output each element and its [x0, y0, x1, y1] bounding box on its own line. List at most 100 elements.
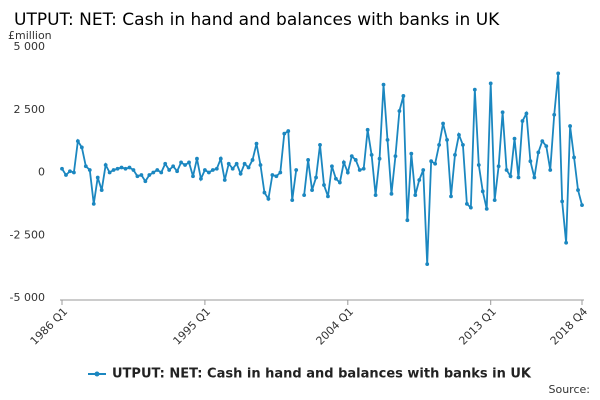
data-point: [306, 158, 311, 162]
data-point: [226, 161, 231, 166]
x-tick-label: 2004 Q1: [314, 305, 357, 348]
data-point: [433, 161, 438, 166]
data-point: [484, 206, 489, 211]
data-point: [167, 168, 172, 172]
data-point: [560, 199, 565, 204]
data-point: [322, 183, 326, 187]
series-line: [61, 129, 298, 205]
data-point: [357, 168, 362, 172]
data-point: [72, 170, 76, 175]
data-point: [199, 176, 203, 181]
data-point: [282, 131, 287, 136]
data-point: [270, 173, 275, 177]
x-tick-label: 1986 Q1: [28, 305, 71, 348]
data-point: [397, 109, 402, 113]
data-point: [179, 160, 183, 165]
data-point: [107, 170, 112, 175]
data-point: [171, 164, 176, 169]
data-point: [326, 194, 330, 199]
data-point: [294, 168, 299, 172]
data-point: [488, 81, 493, 86]
data-point: [524, 111, 529, 116]
data-point: [437, 142, 441, 147]
data-point: [127, 165, 132, 170]
data-point: [528, 159, 533, 164]
data-point: [258, 163, 263, 167]
data-point: [111, 168, 116, 172]
data-point: [222, 178, 227, 182]
data-point: [278, 170, 283, 175]
x-tick-label: 2013 Q1: [456, 305, 499, 348]
data-point: [361, 166, 366, 171]
data-point: [95, 175, 100, 180]
data-point: [302, 193, 307, 197]
data-point: [413, 193, 418, 197]
data-point: [457, 132, 461, 137]
source: Source:: [549, 383, 591, 396]
data-point: [60, 166, 64, 171]
y-tick-label: 2 500: [14, 103, 46, 116]
data-point: [508, 174, 513, 179]
data-point: [143, 179, 148, 184]
data-point: [536, 150, 541, 155]
data-point: [139, 173, 144, 177]
data-point: [266, 196, 271, 201]
data-point: [250, 158, 255, 162]
data-point: [345, 170, 350, 175]
data-point: [210, 168, 215, 172]
data-point: [504, 168, 509, 172]
data-point: [532, 175, 537, 180]
data-point: [393, 154, 398, 159]
data-point: [453, 153, 457, 157]
data-point: [119, 165, 124, 170]
data-point: [464, 201, 469, 206]
data-point: [425, 262, 430, 267]
data-point: [337, 180, 342, 185]
series-line: [303, 73, 583, 265]
data-point: [480, 189, 485, 194]
data-point: [79, 145, 84, 150]
y-tick-label: -5 000: [10, 291, 45, 304]
legend-marker: [94, 371, 100, 377]
data-point: [191, 174, 195, 179]
data-point: [373, 193, 378, 197]
data-point: [151, 170, 156, 175]
data-point: [64, 173, 68, 177]
data-point: [496, 164, 501, 169]
y-axis-label: £million: [8, 29, 52, 42]
data-point: [421, 168, 426, 172]
data-point: [441, 121, 445, 126]
data-point: [472, 87, 477, 92]
data-point: [234, 161, 239, 166]
data-point: [310, 188, 314, 192]
data-point: [556, 71, 561, 76]
data-point: [576, 188, 580, 192]
data-point: [314, 175, 318, 180]
data-point: [333, 176, 338, 181]
data-point: [381, 82, 386, 87]
chart-title: UTPUT: NET: Cash in hand and balances wi…: [14, 10, 500, 30]
data-point: [512, 136, 517, 141]
data-point: [544, 144, 549, 149]
data-point: [568, 124, 572, 128]
data-point: [274, 174, 279, 179]
data-point: [520, 119, 525, 123]
data-point: [389, 191, 394, 196]
data-point: [377, 156, 382, 161]
x-tick-label: 2018 Q4: [548, 305, 591, 348]
x-tick-label: 1995 Q1: [171, 305, 214, 348]
data-point: [262, 190, 267, 195]
data-point: [429, 159, 434, 164]
data-point: [214, 166, 219, 171]
data-point: [87, 168, 92, 172]
data-point: [401, 94, 406, 98]
data-point: [492, 198, 497, 203]
data-point: [187, 160, 191, 165]
data-point: [195, 156, 199, 161]
data-point: [183, 163, 187, 167]
data-point: [365, 127, 370, 132]
data-point: [417, 178, 422, 182]
data-point: [115, 166, 120, 171]
data-point: [405, 218, 410, 223]
data-point: [409, 151, 414, 156]
